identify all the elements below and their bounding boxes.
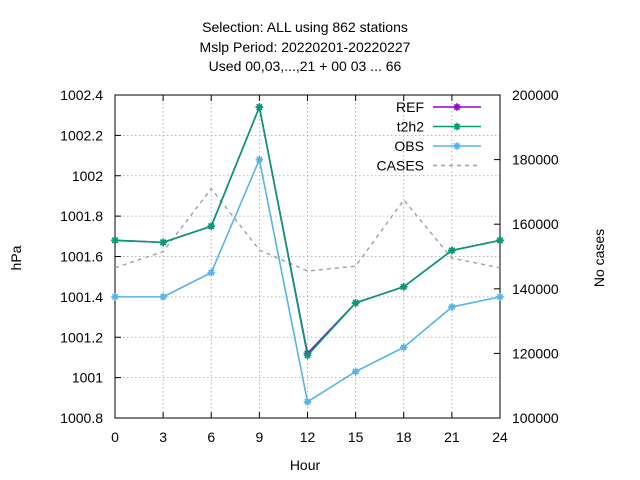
title-line-3: Used 00,03,...,21 + 00 03 ... 66 [209, 58, 402, 74]
y-axis-label: hPa [8, 245, 24, 270]
y2-tick-label: 120000 [512, 345, 559, 361]
y2-axis-label: No cases [591, 229, 607, 287]
data-point [453, 103, 461, 111]
series-lines [111, 103, 504, 406]
data-point [207, 222, 216, 231]
data-point [351, 367, 360, 376]
y-tick-label: 1001 [72, 370, 103, 386]
y-tick-label: 1001.6 [60, 249, 103, 265]
y2-tick-label: 140000 [512, 281, 559, 297]
data-point [453, 142, 461, 150]
x-tick-label: 21 [444, 429, 460, 445]
legend-label: t2h2 [397, 119, 424, 135]
data-point [448, 303, 456, 311]
legend-label: CASES [377, 158, 424, 174]
data-point [207, 268, 216, 277]
data-point [255, 103, 264, 111]
y-tick-label: 1002 [72, 168, 103, 184]
data-point [496, 293, 504, 301]
title-line-1: Selection: ALL using 862 stations [202, 19, 408, 35]
x-tick-label: 0 [111, 429, 119, 445]
grid [115, 95, 500, 418]
x-tick-label: 3 [159, 429, 167, 445]
legend: REF t2h2 OBS CASES [377, 99, 481, 174]
x-tick-label: 24 [492, 429, 508, 445]
title-line-2: Mslp Period: 20220201-20220227 [200, 39, 411, 55]
plot-frame [114, 94, 501, 419]
data-point [448, 246, 456, 255]
data-point [399, 343, 408, 352]
y2-tick-label: 100000 [512, 410, 559, 426]
x-tick-label: 18 [396, 429, 412, 445]
data-point [111, 293, 119, 301]
x-tick-label: 6 [207, 429, 215, 445]
y-tick-label: 1001.2 [60, 329, 103, 345]
y-tick-label: 1002.2 [60, 127, 103, 143]
data-point [351, 299, 360, 307]
data-point [159, 238, 167, 247]
y-tick-label: 1000.8 [60, 410, 103, 426]
legend-label: REF [396, 99, 424, 115]
data-point [111, 236, 119, 245]
x-tick-label: 15 [348, 429, 364, 445]
data-point [303, 398, 312, 406]
y-tick-label: 1001.4 [60, 289, 103, 305]
y-tick-label: 1001.8 [60, 208, 103, 224]
x-axis-label: Hour [290, 457, 321, 473]
data-point [453, 122, 461, 131]
x-tick-label: 12 [300, 429, 316, 445]
y2-tick-label: 200000 [512, 87, 559, 103]
chart-title: Selection: ALL using 862 stations Mslp P… [200, 19, 411, 74]
legend-label: OBS [394, 138, 424, 154]
axes: 0 3 6 9 12 15 18 21 24 1000.8 1001 1001.2 1001.4 1001… [60, 87, 559, 445]
data-point [399, 282, 408, 291]
x-tick-label: 9 [255, 429, 263, 445]
y2-tick-label: 180000 [512, 152, 559, 168]
data-point [159, 293, 167, 301]
data-point [496, 236, 504, 245]
y2-tick-label: 160000 [512, 216, 559, 232]
y-tick-label: 1002.4 [60, 87, 103, 103]
data-point [303, 351, 312, 360]
data-point [255, 155, 264, 164]
series-line-cases [114, 187, 501, 272]
